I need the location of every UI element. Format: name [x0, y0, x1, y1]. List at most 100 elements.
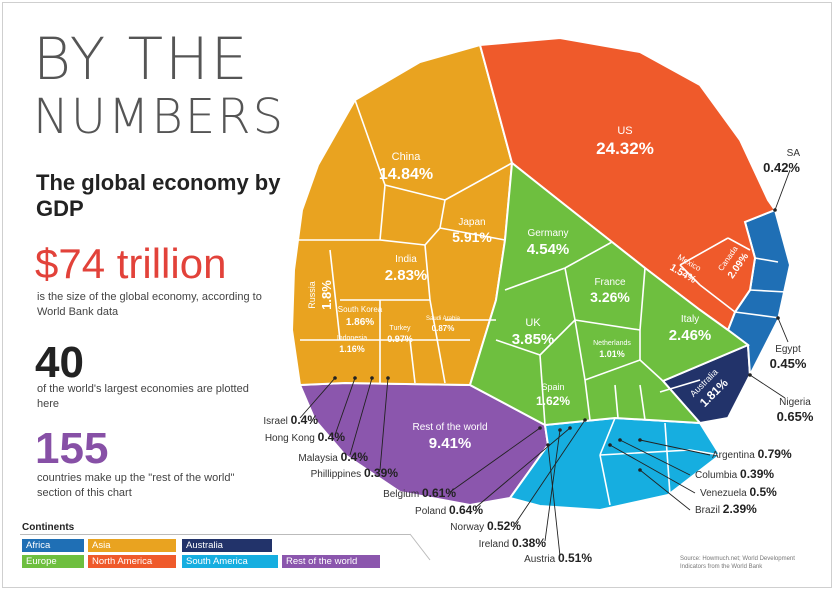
callout-label-venezuela: Venezuela 0.5% — [700, 485, 777, 499]
callout-line — [619, 439, 691, 476]
country-name: Spain — [541, 382, 564, 392]
cell-border — [689, 449, 721, 456]
callout-line — [639, 439, 711, 456]
country-value: 1.01% — [599, 349, 625, 359]
country-value: 0.39% — [364, 466, 398, 480]
country-value: 3.26% — [590, 289, 630, 305]
cell-label-us: US 24.32% — [596, 125, 654, 158]
legend-item-africa: Africa — [22, 539, 84, 552]
cell-border — [584, 359, 641, 381]
cell-label-china: China 14.84% — [379, 151, 433, 183]
country-name: South Korea — [338, 305, 383, 314]
legend-item-europe: Europe — [22, 555, 84, 568]
stat-value-rest-countries: 155 — [35, 424, 109, 473]
country-value: 14.84% — [379, 166, 433, 183]
callout-label-austria: Austria 0.51% — [524, 551, 592, 565]
callout-line — [349, 377, 373, 456]
cell-border — [564, 241, 613, 269]
callout-line — [334, 377, 356, 436]
country-value: 2.39% — [723, 502, 757, 516]
page-title-line-1: BY THE — [33, 25, 250, 93]
callout-label-ireland: Ireland 0.38% — [479, 536, 547, 550]
callout-dot — [618, 438, 622, 442]
cell-border — [409, 339, 416, 384]
cell-label-indonesia: Indonesia 1.16% — [337, 335, 367, 354]
cell-border — [384, 184, 446, 201]
callout-text: Austria 0.51% — [524, 551, 592, 565]
country-value: 9.41% — [429, 435, 472, 452]
callout-line — [449, 427, 541, 493]
callout-dot — [538, 426, 542, 430]
cell-border — [749, 289, 787, 293]
callout-text: Malaysia 0.4% — [298, 450, 368, 464]
cell-label-turkey: Turkey 0.97% — [387, 325, 413, 344]
country-name: Germany — [527, 228, 568, 239]
cell-border — [614, 384, 619, 419]
legend-pointer-line — [409, 533, 431, 561]
legend-item-rest-of-the-world: Rest of the world — [282, 555, 380, 568]
country-name: Nigeria — [779, 397, 811, 408]
source-note: Source: Howmuch.net; World Development I… — [680, 556, 795, 570]
callout-label-poland: Poland 0.64% — [415, 503, 483, 517]
cell-border — [574, 319, 586, 381]
country-value: 1.62% — [536, 394, 570, 408]
country-name: Malaysia — [298, 453, 340, 464]
callout-text: Norway 0.52% — [450, 519, 521, 533]
cell-border — [439, 199, 446, 229]
country-name: Austria — [524, 554, 558, 565]
country-value: 0.51% — [558, 551, 592, 565]
country-value: 2.83% — [385, 267, 428, 284]
country-value: 3.85% — [512, 331, 555, 348]
cell-border — [574, 319, 641, 331]
callout-line — [639, 469, 691, 511]
country-value: 0.65% — [777, 409, 814, 424]
callout-text: Phillippines 0.39% — [311, 466, 399, 480]
legend-divider — [20, 534, 410, 535]
callout-text: Belgium 0.61% — [383, 486, 456, 500]
cell-label-india: India 2.83% — [385, 254, 428, 284]
callout-line — [749, 374, 786, 399]
cell-border — [664, 422, 671, 496]
cell-border — [599, 417, 616, 456]
legend-item-australia: Australia — [182, 539, 272, 552]
country-value: 0.79% — [758, 447, 792, 461]
country-name: France — [594, 277, 626, 288]
country-value: 5.91% — [452, 229, 492, 245]
cell-label-netherlands: Netherlands 1.01% — [593, 340, 631, 359]
cell-label-saudi-arabia: Saudi Arabia 0.87% — [426, 316, 461, 333]
legend-item-asia: Asia — [88, 539, 176, 552]
callout-dot — [568, 426, 572, 430]
callout-line — [514, 419, 586, 525]
country-name: Norway — [450, 522, 487, 533]
country-value: 0.4% — [291, 413, 319, 427]
callout-text: Columbia 0.39% — [695, 467, 774, 481]
country-value: 0.5% — [750, 485, 778, 499]
country-name: China — [392, 151, 422, 163]
callout-text: Brazil 2.39% — [695, 502, 757, 516]
callout-dot — [773, 208, 777, 212]
country-value: 2.46% — [669, 327, 712, 344]
country-value: 0.45% — [770, 356, 807, 371]
legend-item-south-america: South America — [182, 555, 278, 568]
cell-border — [379, 184, 386, 241]
callout-line — [474, 427, 571, 509]
country-value: 1.86% — [346, 317, 374, 328]
cell-border — [639, 359, 664, 382]
country-name: Brazil — [695, 505, 723, 516]
cell-border — [504, 267, 566, 291]
cell-border — [734, 311, 781, 319]
callout-line — [379, 377, 389, 471]
cell-border — [354, 99, 386, 186]
stat-value-economies-plotted: 40 — [35, 338, 84, 387]
callout-text: Argentina 0.79% — [712, 447, 792, 461]
cell-border — [539, 354, 546, 426]
cell-border — [444, 162, 513, 201]
callout-dot — [386, 376, 390, 380]
callout-line — [777, 317, 789, 343]
cell-border — [379, 239, 426, 246]
